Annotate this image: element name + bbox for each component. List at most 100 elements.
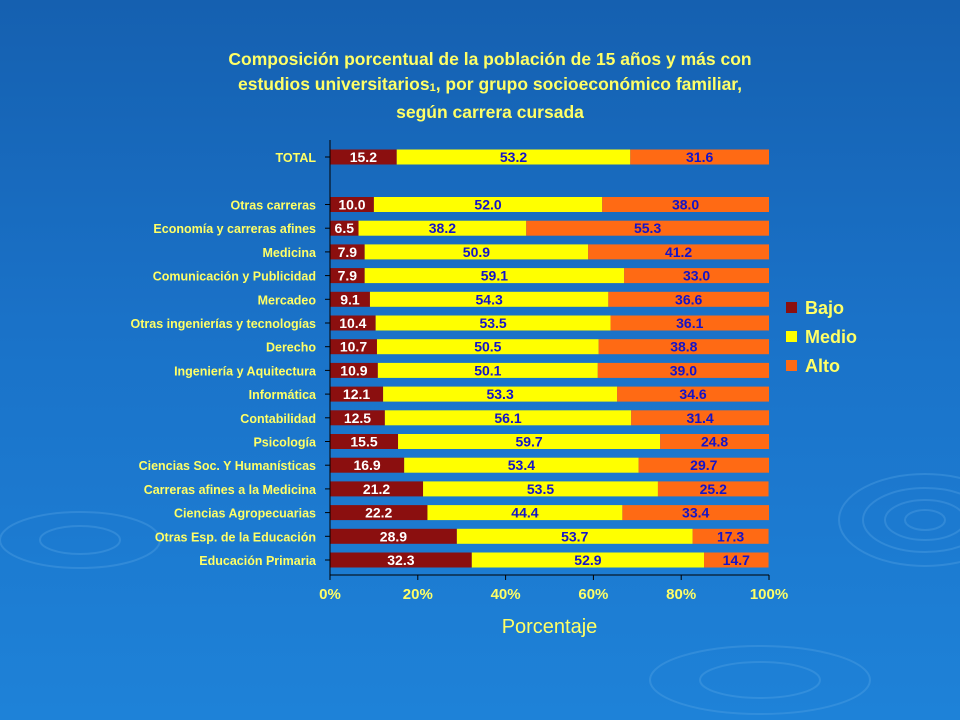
- category-label-otras-esp-de-la-educacion: Otras Esp. de la Educación: [155, 530, 316, 544]
- value-label-medio-ciencias-soc-y-humanisticas: 53.4: [508, 457, 535, 473]
- value-label-bajo-informatica: 12.1: [343, 386, 370, 402]
- bar-alto-medicina: [588, 244, 769, 260]
- value-label-bajo-otras-carreras: 10.0: [338, 197, 365, 213]
- legend-swatch-alto: [786, 360, 797, 371]
- bar-bajo-psicologia: [330, 434, 399, 449]
- legend-label-alto: Alto: [805, 356, 840, 376]
- category-label-mercadeo: Mercadeo: [258, 293, 317, 307]
- x-tick-label: 100%: [750, 586, 788, 603]
- bar-alto-contabilidad: [631, 410, 769, 426]
- title-line-2: estudios universitarios1, por grupo soci…: [130, 72, 850, 100]
- value-label-bajo-derecho: 10.7: [340, 339, 367, 355]
- value-label-bajo-comunicacion-y-publicidad: 7.9: [338, 268, 358, 284]
- legend-label-medio: Medio: [805, 327, 857, 347]
- x-axis-title: Porcentaje: [502, 616, 598, 638]
- value-label-medio-contabilidad: 56.1: [494, 410, 521, 426]
- category-label-total: TOTAL: [275, 151, 316, 165]
- category-label-carreras-afines-a-la-medicina: Carreras afines a la Medicina: [144, 483, 317, 497]
- bar-bajo-otras-esp-de-la-educacion: [330, 528, 457, 544]
- legend: Bajo Medio Alto: [786, 298, 857, 376]
- bar-alto-otras-carreras: [602, 197, 769, 212]
- bar-medio-total: [396, 149, 631, 165]
- value-label-medio-economia-y-carreras-afines: 38.2: [429, 220, 456, 236]
- value-label-bajo-educacion-primaria: 32.3: [387, 552, 414, 568]
- bar-bajo-total: [330, 149, 397, 165]
- bar-alto-informatica: [617, 386, 769, 402]
- bar-alto-mercadeo: [608, 291, 769, 307]
- value-label-medio-otras-ingenierias-y-tecnologias: 53.5: [479, 315, 506, 331]
- legend-swatch-bajo: [786, 302, 797, 313]
- value-label-alto-otras-carreras: 38.0: [672, 197, 699, 213]
- bar-bajo-carreras-afines-a-la-medicina: [330, 481, 424, 497]
- value-label-bajo-total: 15.2: [350, 149, 377, 165]
- bar-bajo-contabilidad: [330, 410, 385, 426]
- bar-bajo-otras-carreras: [330, 197, 374, 212]
- bar-alto-comunicacion-y-publicidad: [624, 268, 769, 284]
- value-label-medio-medicina: 50.9: [463, 244, 490, 260]
- legend-label-bajo: Bajo: [805, 298, 844, 318]
- value-label-bajo-ingenieria-y-aquitectura: 10.9: [340, 362, 367, 378]
- bar-alto-ciencias-soc-y-humanisticas: [638, 457, 769, 473]
- bars-group: 15.2 53.2 31.6 10.0 52.0 38.0 6.5 38.2 55.3 7.9 50…: [330, 149, 769, 568]
- value-label-medio-informatica: 53.3: [486, 386, 513, 402]
- value-label-medio-educacion-primaria: 52.9: [574, 552, 601, 568]
- x-axis: 0% 20% 40% 60% 80% 100% Porcentaje: [319, 140, 788, 638]
- bar-medio-otras-carreras: [373, 197, 603, 212]
- title-line-3: según carrera cursada: [396, 102, 584, 122]
- title-line-2b: , por grupo socioeconómico familiar,: [435, 74, 743, 94]
- value-label-bajo-otras-ingenierias-y-tecnologias: 10.4: [339, 315, 366, 331]
- value-label-medio-total: 53.2: [500, 149, 527, 165]
- bar-alto-psicologia: [660, 434, 769, 449]
- category-label-ingenieria-y-aquitectura: Ingeniería y Aquitectura: [174, 364, 317, 378]
- value-label-bajo-economia-y-carreras-afines: 6.5: [335, 220, 355, 236]
- title-footnote: 1: [429, 82, 436, 94]
- value-label-bajo-psicologia: 15.5: [350, 434, 377, 450]
- bar-medio-medicina: [364, 244, 589, 260]
- title-line-2a: estudios universitarios: [237, 74, 430, 94]
- value-label-alto-carreras-afines-a-la-medicina: 25.2: [700, 481, 727, 497]
- value-label-alto-mercadeo: 36.6: [675, 291, 702, 307]
- category-label-ciencias-soc-y-humanisticas: Ciencias Soc. Y Humanísticas: [139, 459, 316, 473]
- x-tick-label: 40%: [491, 586, 521, 603]
- value-label-bajo-contabilidad: 12.5: [344, 410, 371, 426]
- value-label-alto-derecho: 38.8: [670, 339, 697, 355]
- bar-alto-carreras-afines-a-la-medicina: [657, 481, 769, 497]
- bar-bajo-comunicacion-y-publicidad: [330, 268, 365, 284]
- bar-medio-otras-esp-de-la-educacion: [456, 528, 693, 544]
- bar-alto-economia-y-carreras-afines: [526, 220, 769, 236]
- bar-bajo-economia-y-carreras-afines: [330, 220, 359, 236]
- bar-alto-ingenieria-y-aquitectura: [597, 362, 769, 378]
- bar-medio-psicologia: [398, 434, 661, 449]
- bar-medio-otras-ingenierias-y-tecnologias: [375, 315, 611, 331]
- category-label-economia-y-carreras-afines: Economía y carreras afines: [153, 222, 316, 236]
- category-label-informatica: Informática: [249, 388, 317, 402]
- value-label-alto-ciencias-soc-y-humanisticas: 29.7: [690, 457, 717, 473]
- bar-alto-derecho: [598, 339, 769, 355]
- value-label-alto-otras-esp-de-la-educacion: 17.3: [717, 528, 744, 544]
- value-label-medio-otras-esp-de-la-educacion: 53.7: [561, 528, 588, 544]
- category-label-comunicacion-y-publicidad: Comunicación y Publicidad: [153, 270, 316, 284]
- x-tick-label: 20%: [403, 586, 433, 603]
- value-label-alto-economia-y-carreras-afines: 55.3: [634, 220, 661, 236]
- value-label-bajo-mercadeo: 9.1: [340, 291, 360, 307]
- bar-bajo-derecho: [330, 339, 377, 355]
- title-line-1: Composición porcentual de la población d…: [228, 49, 752, 69]
- value-label-alto-total: 31.6: [686, 149, 713, 165]
- category-label-educacion-primaria: Educación Primaria: [199, 554, 317, 568]
- bar-medio-informatica: [383, 386, 618, 402]
- bar-medio-economia-y-carreras-afines: [358, 220, 527, 236]
- value-label-alto-ciencias-agropecuarias: 33.4: [682, 505, 709, 521]
- value-label-bajo-ciencias-agropecuarias: 22.2: [365, 505, 392, 521]
- category-label-derecho: Derecho: [266, 341, 316, 355]
- category-label-contabilidad: Contabilidad: [240, 412, 316, 426]
- bar-alto-otras-esp-de-la-educacion: [692, 528, 769, 544]
- bar-medio-ciencias-soc-y-humanisticas: [404, 457, 639, 473]
- value-label-bajo-otras-esp-de-la-educacion: 28.9: [380, 528, 407, 544]
- bar-alto-total: [630, 149, 769, 165]
- value-label-medio-mercadeo: 54.3: [476, 291, 503, 307]
- value-label-medio-ingenieria-y-aquitectura: 50.1: [474, 362, 501, 378]
- value-label-medio-ciencias-agropecuarias: 44.4: [511, 505, 538, 521]
- category-label-otras-ingenierias-y-tecnologias: Otras ingenierías y tecnologías: [131, 317, 317, 331]
- category-label-ciencias-agropecuarias: Ciencias Agropecuarias: [174, 507, 316, 521]
